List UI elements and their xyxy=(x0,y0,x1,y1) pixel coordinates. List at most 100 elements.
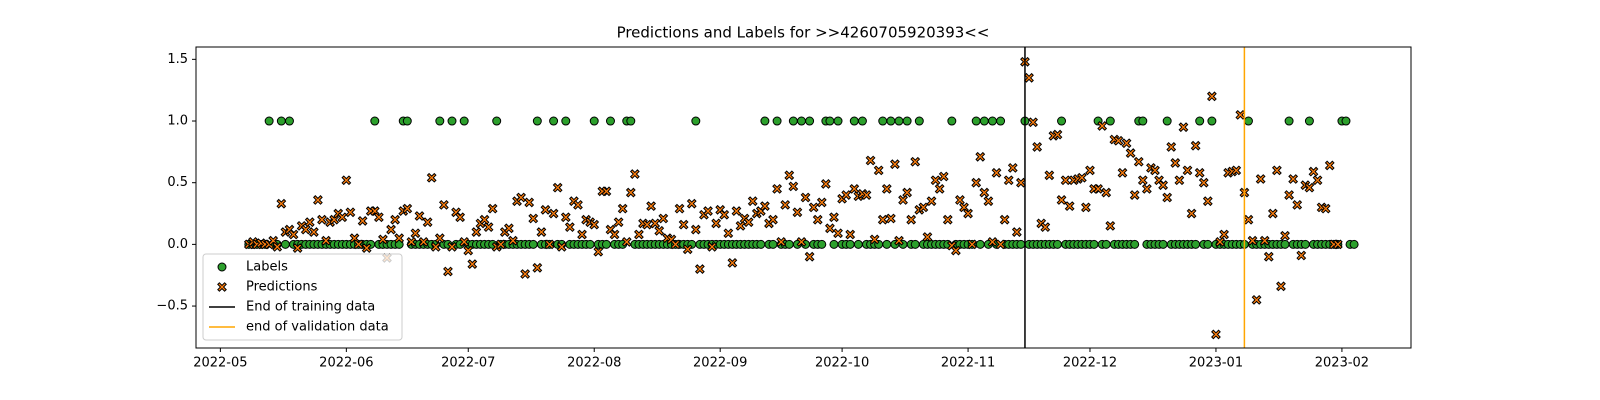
legend-box xyxy=(202,253,403,341)
prediction-point xyxy=(1312,175,1323,186)
prediction-point xyxy=(1304,182,1315,193)
prediction-point xyxy=(1324,160,1335,171)
prediction-point xyxy=(646,201,657,212)
prediction-point xyxy=(422,217,433,228)
prediction-point xyxy=(1129,190,1140,200)
prediction-point xyxy=(898,195,908,205)
prediction-point xyxy=(881,183,892,194)
prediction-point xyxy=(926,196,937,207)
label-point xyxy=(1349,239,1359,249)
prediction-point xyxy=(573,199,583,210)
label-point xyxy=(1016,239,1026,249)
label-point xyxy=(284,116,294,126)
prediction-point xyxy=(829,212,839,223)
prediction-point xyxy=(800,192,811,203)
prediction-point xyxy=(1271,165,1282,176)
label-point xyxy=(817,239,827,249)
prediction-point xyxy=(1263,251,1274,262)
y-tick-label: 0.5 xyxy=(167,175,188,190)
prediction-point xyxy=(455,212,466,223)
prediction-point xyxy=(300,224,311,235)
prediction-point xyxy=(438,199,449,210)
prediction-point xyxy=(508,235,518,246)
label-point xyxy=(402,116,412,126)
label-point xyxy=(528,239,538,249)
label-point xyxy=(947,116,957,126)
legend-marker xyxy=(217,262,227,272)
prediction-point xyxy=(942,214,953,225)
prediction-point xyxy=(930,175,941,186)
label-point xyxy=(691,116,701,126)
prediction-point xyxy=(1101,187,1112,198)
prediction-point xyxy=(589,219,600,230)
label-point xyxy=(1057,116,1067,126)
prediction-point xyxy=(983,196,994,207)
prediction-point xyxy=(321,235,331,246)
prediction-point xyxy=(487,203,498,214)
prediction-point xyxy=(1044,170,1055,181)
prediction-point xyxy=(1284,190,1295,200)
label-point xyxy=(447,116,457,126)
prediction-point xyxy=(1194,167,1205,178)
label-point xyxy=(825,116,835,126)
prediction-point xyxy=(841,190,852,200)
label-point xyxy=(589,116,599,126)
label-point xyxy=(914,116,924,126)
prediction-point xyxy=(430,241,441,252)
prediction-point xyxy=(987,237,998,247)
prediction-point xyxy=(341,175,352,186)
prediction-point xyxy=(1093,183,1104,194)
prediction-point xyxy=(711,218,722,229)
prediction-point xyxy=(443,266,453,277)
prediction-point xyxy=(304,217,315,228)
prediction-point xyxy=(1125,148,1136,158)
prediction-point xyxy=(861,190,872,200)
prediction-point xyxy=(601,186,612,197)
label-point xyxy=(459,116,469,126)
prediction-point xyxy=(308,227,319,237)
label-point xyxy=(845,239,855,249)
prediction-point xyxy=(548,208,559,219)
prediction-point xyxy=(1064,201,1075,212)
prediction-point xyxy=(418,237,429,247)
label-point xyxy=(1191,239,1201,249)
prediction-point xyxy=(1133,156,1144,167)
prediction-point xyxy=(1162,192,1173,203)
label-point xyxy=(902,116,912,126)
label-point xyxy=(996,116,1006,126)
label-point xyxy=(1105,116,1115,126)
prediction-point xyxy=(1105,220,1116,231)
prediction-point xyxy=(524,197,535,208)
prediction-point xyxy=(967,239,978,250)
prediction-point xyxy=(910,156,921,167)
prediction-point xyxy=(1028,117,1038,128)
prediction-point xyxy=(353,239,364,250)
prediction-point xyxy=(1141,183,1152,194)
prediction-point xyxy=(1158,180,1169,191)
label-point xyxy=(601,239,611,249)
prediction-point xyxy=(544,239,555,250)
prediction-point xyxy=(735,220,746,231)
prediction-point xyxy=(373,212,384,223)
prediction-point xyxy=(906,214,917,225)
prediction-point xyxy=(682,244,693,255)
prediction-point xyxy=(577,229,587,240)
x-tick-label: 2022-06 xyxy=(319,356,373,371)
label-point xyxy=(768,239,778,249)
prediction-point xyxy=(1182,165,1193,176)
label-point xyxy=(975,239,985,249)
prediction-point xyxy=(634,229,644,240)
x-tick-label: 2022-08 xyxy=(567,356,621,371)
prediction-point xyxy=(1040,222,1051,233)
prediction-point xyxy=(1219,229,1229,240)
prediction-point xyxy=(707,241,717,252)
prediction-point xyxy=(776,237,787,247)
prediction-point xyxy=(1003,175,1014,186)
prediction-point xyxy=(1166,142,1177,152)
label-point xyxy=(1130,239,1140,249)
legend: Labels Predictions End of training data end… xyxy=(202,253,403,341)
prediction-point xyxy=(1206,91,1217,102)
prediction-point xyxy=(658,213,669,224)
prediction-point xyxy=(784,170,795,181)
prediction-point xyxy=(975,151,986,162)
